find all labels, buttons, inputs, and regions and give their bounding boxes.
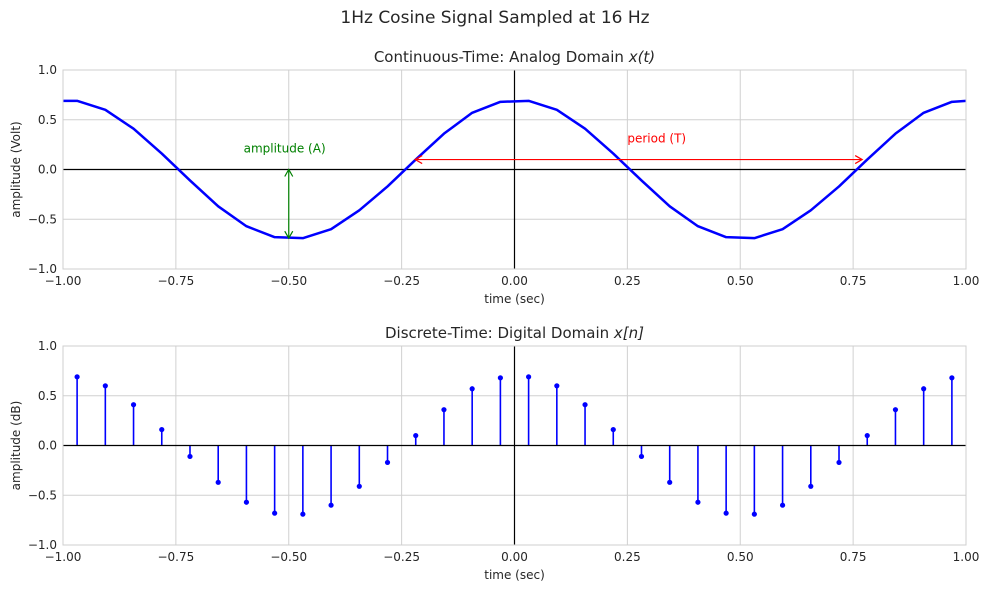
analog-ytick-2: 0.0 xyxy=(38,163,57,177)
analog-title: Continuous-Time: Analog Domain x(t) xyxy=(374,48,655,66)
digital-marker-21 xyxy=(667,479,673,485)
digital-ytick-2: 0.0 xyxy=(38,439,57,453)
digital-marker-2 xyxy=(130,402,137,408)
analog-panel: amplitude (A) period (T) −1.00 −0.75 −0.50… xyxy=(9,48,979,306)
digital-title-math: x[n] xyxy=(613,324,644,342)
analog-xtick-6: 0.50 xyxy=(727,274,754,288)
analog-xtick-1: −0.75 xyxy=(157,274,194,288)
analog-xtick-2: −0.50 xyxy=(270,274,307,288)
analog-ytick-3: −0.5 xyxy=(28,212,57,226)
digital-marker-6 xyxy=(243,499,250,505)
digital-xtick-6: 0.50 xyxy=(727,550,754,564)
digital-xtick-4: 0.00 xyxy=(501,550,528,564)
analog-yticks: 1.0 0.5 0.0 −0.5 −1.0 xyxy=(28,63,57,276)
digital-marker-9 xyxy=(328,502,334,508)
digital-ytick-3: −0.5 xyxy=(28,488,57,502)
digital-marker-26 xyxy=(808,483,814,489)
digital-title: Discrete-Time: Digital Domain x[n] xyxy=(385,324,644,342)
digital-xticks: −1.00 −0.75 −0.50 −0.25 0.00 0.25 0.50 0.75 1.00 xyxy=(45,550,980,564)
digital-marker-22 xyxy=(695,499,701,505)
digital-marker-1 xyxy=(102,383,108,389)
digital-title-text: Discrete-Time: Digital Domain xyxy=(385,324,614,342)
digital-marker-3 xyxy=(159,426,165,433)
digital-marker-20 xyxy=(638,453,645,460)
digital-marker-17 xyxy=(554,383,560,389)
digital-axes-frame xyxy=(62,345,967,546)
digital-ylabel: amplitude (dB) xyxy=(9,401,23,491)
digital-marker-0 xyxy=(74,374,80,380)
digital-xtick-3: −0.25 xyxy=(383,550,420,564)
digital-marker-30 xyxy=(921,386,927,392)
analog-title-math: x(t) xyxy=(628,48,655,66)
digital-marker-28 xyxy=(864,432,870,439)
digital-marker-10 xyxy=(356,483,362,489)
digital-marker-27 xyxy=(836,459,842,466)
analog-xtick-8: 1.00 xyxy=(953,274,980,288)
digital-marker-19 xyxy=(610,426,616,433)
digital-marker-18 xyxy=(582,402,588,408)
analog-ytick-0: 1.0 xyxy=(38,63,57,77)
digital-ytick-4: −1.0 xyxy=(28,538,57,552)
analog-series xyxy=(63,99,967,240)
digital-marker-23 xyxy=(723,510,729,516)
amplitude-label: amplitude (A) xyxy=(244,142,326,156)
digital-xtick-2: −0.50 xyxy=(270,550,307,564)
digital-ytick-1: 0.5 xyxy=(38,389,57,403)
digital-marker-31 xyxy=(949,375,955,381)
digital-marker-13 xyxy=(441,407,447,413)
analog-line xyxy=(63,99,967,240)
digital-marker-25 xyxy=(779,502,786,508)
analog-xtick-5: 0.25 xyxy=(614,274,641,288)
digital-marker-24 xyxy=(751,511,757,517)
analog-xtick-3: −0.25 xyxy=(383,274,420,288)
digital-marker-5 xyxy=(215,479,221,485)
analog-ytick-1: 0.5 xyxy=(38,113,57,127)
digital-marker-8 xyxy=(300,511,306,517)
digital-yticks: 1.0 0.5 0.0 −0.5 −1.0 xyxy=(28,339,57,552)
digital-xtick-7: 0.75 xyxy=(840,550,867,564)
analog-xtick-0: −1.00 xyxy=(45,274,82,288)
digital-marker-29 xyxy=(892,407,899,413)
figure-suptitle: 1Hz Cosine Signal Sampled at 16 Hz xyxy=(340,8,649,28)
analog-xtick-7: 0.75 xyxy=(840,274,867,288)
digital-marker-4 xyxy=(187,453,193,460)
digital-xtick-8: 1.00 xyxy=(953,550,980,564)
digital-marker-15 xyxy=(497,375,503,381)
analog-axes-frame xyxy=(62,69,967,270)
digital-marker-12 xyxy=(413,432,419,439)
digital-xtick-5: 0.25 xyxy=(614,550,641,564)
digital-xtick-1: −0.75 xyxy=(157,550,194,564)
analog-ytick-4: −1.0 xyxy=(28,262,57,276)
digital-xtick-0: −1.00 xyxy=(45,550,82,564)
digital-marker-14 xyxy=(469,386,475,392)
analog-xticks: −1.00 −0.75 −0.50 −0.25 0.00 0.25 0.50 0.75 1.00 xyxy=(45,274,980,288)
analog-xtick-4: 0.00 xyxy=(501,274,528,288)
digital-panel: −1.00 −0.75 −0.50 −0.25 0.00 0.25 0.50 0.75 1.00… xyxy=(9,324,979,582)
analog-annotations: amplitude (A) period (T) xyxy=(244,132,864,240)
analog-title-text: Continuous-Time: Analog Domain xyxy=(374,48,629,66)
period-label: period (T) xyxy=(627,132,686,146)
digital-series xyxy=(74,374,955,517)
digital-xlabel: time (sec) xyxy=(484,568,545,582)
digital-marker-16 xyxy=(526,374,532,380)
analog-xlabel: time (sec) xyxy=(484,292,545,306)
digital-ytick-0: 1.0 xyxy=(38,339,57,353)
digital-marker-11 xyxy=(384,459,391,466)
digital-marker-7 xyxy=(272,510,278,516)
analog-ylabel: amplitude (Volt) xyxy=(9,121,23,217)
